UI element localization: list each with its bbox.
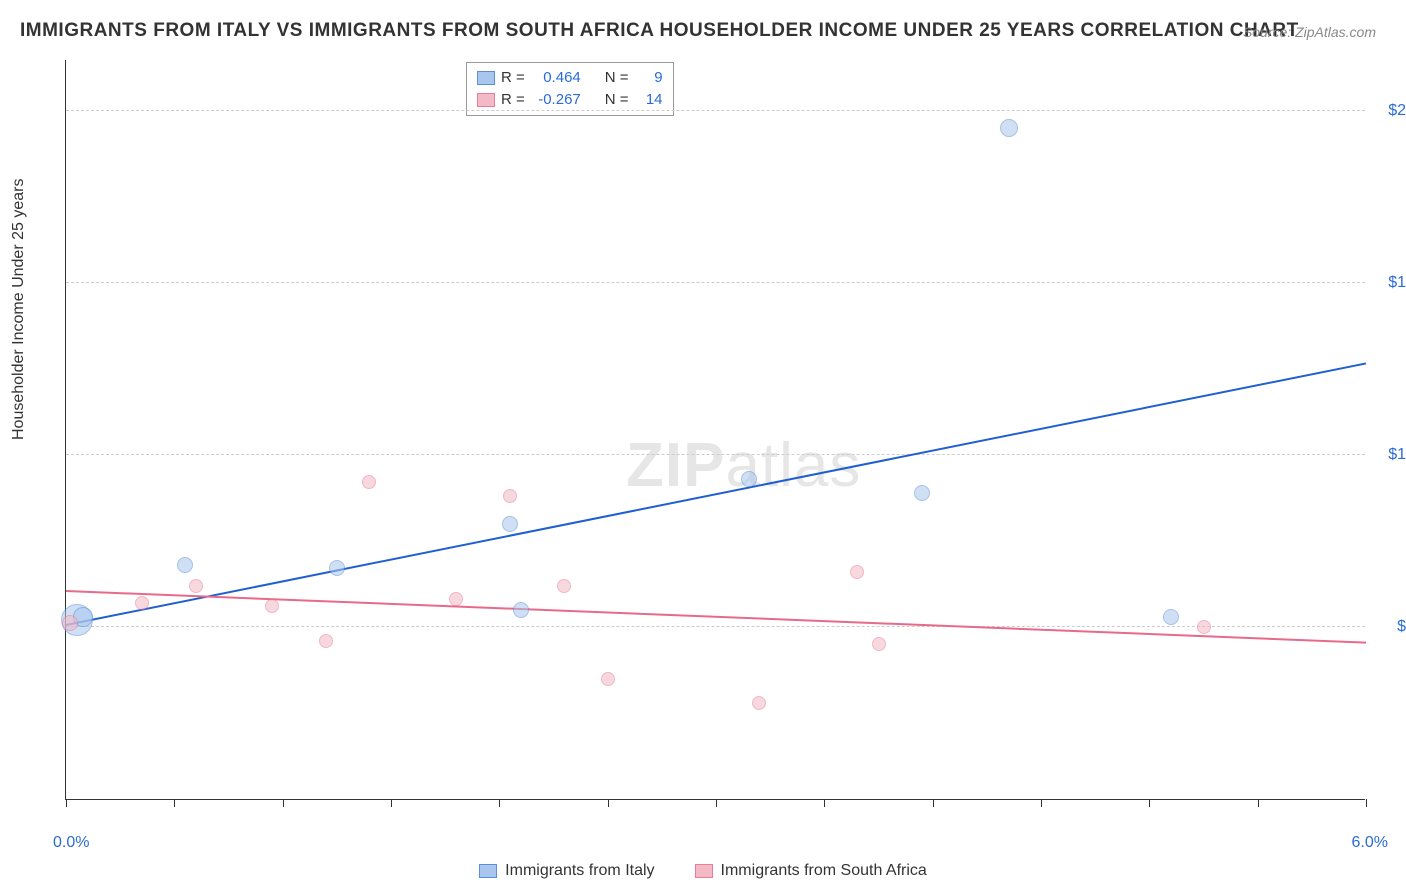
data-point-south_africa [1197, 620, 1211, 634]
y-tick-label: $200,000 [1375, 102, 1406, 120]
legend-item-sa: Immigrants from South Africa [695, 862, 927, 880]
x-tick [933, 799, 934, 807]
trend-line-italy [66, 363, 1366, 627]
data-point-south_africa [850, 565, 864, 579]
r-value-sa: -0.267 [531, 89, 581, 111]
stats-legend-box: R = 0.464 N = 9 R = -0.267 N = 14 [466, 62, 674, 116]
x-axis-min-label: 0.0% [53, 834, 89, 852]
data-point-italy [177, 557, 193, 573]
gridline [66, 454, 1365, 455]
legend-item-italy: Immigrants from Italy [479, 862, 654, 880]
data-point-south_africa [189, 579, 203, 593]
stats-row-italy: R = 0.464 N = 9 [477, 67, 663, 89]
r-value-italy: 0.464 [531, 67, 581, 89]
x-tick [1149, 799, 1150, 807]
data-point-south_africa [265, 599, 279, 613]
n-label: N = [605, 89, 629, 111]
data-point-south_africa [62, 615, 78, 631]
data-point-south_africa [557, 579, 571, 593]
data-point-italy [513, 602, 529, 618]
y-axis-label: Householder Income Under 25 years [10, 179, 28, 440]
watermark-thin: atlas [725, 431, 861, 500]
r-label: R = [501, 89, 525, 111]
watermark-bold: ZIP [626, 431, 725, 500]
swatch-south-africa [695, 864, 713, 878]
legend-label-sa: Immigrants from South Africa [721, 862, 927, 880]
gridline [66, 110, 1365, 111]
x-tick [1366, 799, 1367, 807]
chart-container: IMMIGRANTS FROM ITALY VS IMMIGRANTS FROM… [0, 0, 1406, 892]
stats-row-sa: R = -0.267 N = 14 [477, 89, 663, 111]
data-point-italy [1163, 609, 1179, 625]
x-tick [608, 799, 609, 807]
data-point-south_africa [319, 634, 333, 648]
x-tick [1258, 799, 1259, 807]
x-tick [174, 799, 175, 807]
x-tick [716, 799, 717, 807]
y-tick-label: $100,000 [1375, 446, 1406, 464]
x-tick [824, 799, 825, 807]
x-tick [499, 799, 500, 807]
data-point-italy [741, 471, 757, 487]
x-tick [66, 799, 67, 807]
data-point-south_africa [752, 696, 766, 710]
x-tick [391, 799, 392, 807]
data-point-italy [329, 560, 345, 576]
y-tick-label: $150,000 [1375, 274, 1406, 292]
gridline [66, 626, 1365, 627]
data-point-south_africa [449, 592, 463, 606]
x-axis-max-label: 6.0% [1352, 834, 1388, 852]
n-value-italy: 9 [635, 67, 663, 89]
swatch-italy [477, 71, 495, 85]
plot-area: ZIPatlas R = 0.464 N = 9 R = -0.267 N = … [65, 60, 1365, 800]
data-point-italy [1000, 119, 1018, 137]
chart-title: IMMIGRANTS FROM ITALY VS IMMIGRANTS FROM… [20, 20, 1299, 42]
x-tick [1041, 799, 1042, 807]
x-tick [283, 799, 284, 807]
data-point-italy [914, 485, 930, 501]
data-point-south_africa [135, 596, 149, 610]
legend-label-italy: Immigrants from Italy [505, 862, 654, 880]
swatch-south-africa [477, 93, 495, 107]
source-attribution: Source: ZipAtlas.com [1243, 24, 1376, 40]
y-tick-label: $50,000 [1375, 618, 1406, 636]
gridline [66, 282, 1365, 283]
n-value-sa: 14 [635, 89, 663, 111]
data-point-south_africa [601, 672, 615, 686]
n-label: N = [605, 67, 629, 89]
data-point-south_africa [503, 489, 517, 503]
swatch-italy [479, 864, 497, 878]
data-point-italy [502, 516, 518, 532]
r-label: R = [501, 67, 525, 89]
bottom-legend: Immigrants from Italy Immigrants from So… [0, 862, 1406, 880]
watermark: ZIPatlas [626, 430, 861, 501]
data-point-south_africa [872, 637, 886, 651]
data-point-south_africa [362, 475, 376, 489]
